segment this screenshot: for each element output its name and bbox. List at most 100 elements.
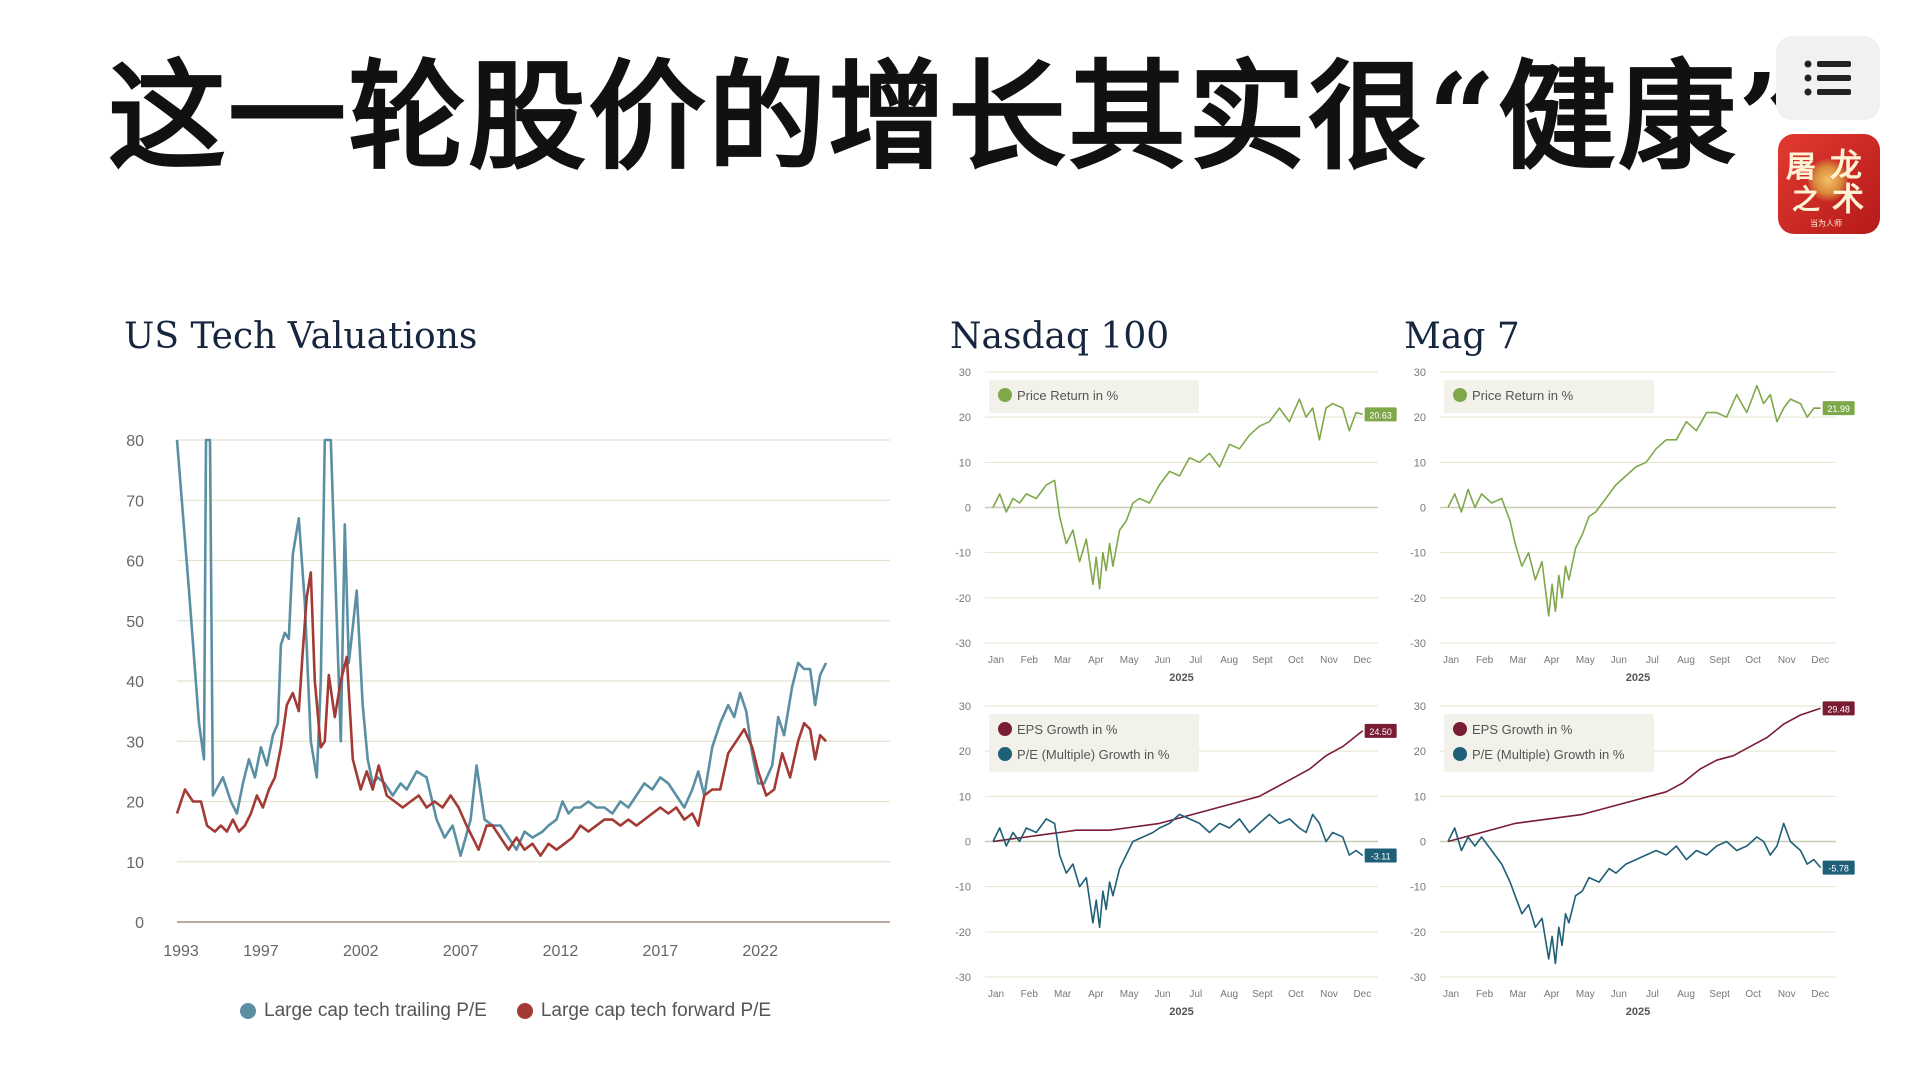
end-value-tag (1822, 401, 1855, 416)
y-tick-label: -30 (1410, 972, 1426, 984)
legend-box (989, 714, 1199, 772)
x-tick-label: Oct (1745, 989, 1761, 1000)
end-value-label: 29.48 (1827, 704, 1850, 714)
x-tick-label: Jan (988, 989, 1004, 1000)
end-value-tag (1822, 701, 1855, 716)
logo-char-1: 屠 (1786, 150, 1816, 185)
x-tick-label: Dec (1811, 989, 1829, 1000)
y-tick-label: 60 (126, 554, 144, 571)
x-tick-label: Nov (1320, 655, 1338, 666)
y-tick-label: -10 (955, 548, 971, 560)
x-tick-label: Feb (1021, 655, 1039, 666)
y-tick-label: 50 (126, 614, 144, 631)
logo-char-4: 术 (1832, 180, 1865, 218)
logo-char-3: 之 (1792, 183, 1821, 216)
y-tick-label: -20 (1410, 927, 1426, 939)
legend-label: P/E (Multiple) Growth in % (1472, 747, 1625, 762)
mag-7-title: Mag 7 (1404, 316, 1520, 357)
legend-label: EPS Growth in % (1017, 722, 1118, 737)
menu-button[interactable] (1776, 36, 1880, 120)
end-value-tag (1364, 407, 1397, 422)
legend-dot (998, 388, 1012, 402)
y-tick-label: 10 (959, 791, 971, 803)
y-tick-label: 10 (959, 457, 971, 469)
legend-dot (998, 722, 1012, 736)
x-tick-label: Jan (1443, 989, 1459, 1000)
x-tick-label: Nov (1778, 655, 1796, 666)
end-value-label: 20.63 (1369, 410, 1392, 420)
y-tick-label: 30 (1414, 367, 1426, 379)
x-tick-label: Mar (1054, 989, 1072, 1000)
us-tech-legend: Large cap tech trailing P/E Large cap te… (240, 1000, 771, 1022)
legend-dot-forward (516, 1003, 533, 1019)
x-tick-label: Jun (1154, 989, 1170, 1000)
x-tick-label: Jun (1611, 655, 1627, 666)
y-tick-label: 80 (126, 433, 144, 450)
x-tick-label: Jul (1189, 655, 1202, 666)
us-tech-valuations-title: US Tech Valuations (124, 316, 478, 357)
x-tick-label: Sept (1252, 655, 1273, 666)
y-tick-label: 20 (126, 795, 144, 812)
y-tick-label: 0 (1420, 503, 1426, 515)
x-tick-label: Jun (1154, 655, 1170, 666)
x-tick-label: 2007 (443, 943, 479, 960)
y-tick-label: -30 (955, 972, 971, 984)
x-tick-label: Mar (1054, 655, 1072, 666)
x-tick-label: Jun (1611, 989, 1627, 1000)
end-value-tag (1364, 723, 1397, 738)
page-headline: 这一轮股价的增长其实很“健康” (108, 47, 1808, 186)
x-tick-label: Oct (1288, 655, 1304, 666)
x-tick-label: Dec (1811, 655, 1829, 666)
nasdaq-sub1-line-0 (992, 730, 1364, 843)
x-tick-label: May (1576, 989, 1595, 1000)
x-tick-label: Feb (1476, 655, 1494, 666)
x-tick-label: Apr (1088, 989, 1104, 1000)
x-tick-label: Sept (1709, 655, 1730, 666)
logo-caption: 当为人师 (1810, 219, 1842, 228)
legend-dot (1453, 388, 1467, 402)
y-tick-label: 0 (1420, 837, 1426, 849)
legend-label: P/E (Multiple) Growth in % (1017, 747, 1170, 762)
y-tick-label: 20 (959, 412, 971, 424)
x-tick-label: 2012 (543, 943, 579, 960)
y-tick-label: -30 (1410, 638, 1426, 650)
x-tick-label: Sept (1252, 989, 1273, 1000)
legend-box (1444, 380, 1654, 413)
y-tick-label: 10 (1414, 791, 1426, 803)
y-tick-label: 0 (135, 915, 144, 932)
legend-dot (998, 747, 1012, 761)
x-axis-year-label: 2025 (1169, 1006, 1193, 1018)
y-tick-label: 10 (126, 855, 144, 872)
x-tick-label: 1993 (163, 943, 199, 960)
brand-seal-logo[interactable]: 屠 龙 之 术 当为人师 (1778, 134, 1880, 234)
end-value-label: 21.99 (1827, 404, 1850, 414)
x-tick-label: Mar (1510, 989, 1528, 1000)
logo-char-2: 龙 (1830, 146, 1863, 184)
x-tick-label: Nov (1320, 989, 1338, 1000)
x-tick-label: May (1120, 655, 1139, 666)
x-tick-label: Nov (1778, 989, 1796, 1000)
x-tick-label: Jul (1189, 989, 1202, 1000)
end-value-label: -3.11 (1371, 852, 1391, 862)
legend-box (1444, 714, 1654, 772)
x-axis-year-label: 2025 (1626, 672, 1650, 684)
y-tick-label: -10 (955, 882, 971, 894)
mag7-sub0-line-0 (1447, 384, 1821, 617)
x-tick-label: Apr (1544, 989, 1560, 1000)
x-tick-label: Oct (1288, 989, 1304, 1000)
y-tick-label: -20 (955, 927, 971, 939)
x-tick-label: Apr (1544, 655, 1560, 666)
x-tick-label: Jul (1646, 989, 1659, 1000)
nasdaq-sub0-line-0 (992, 398, 1363, 590)
end-value-label: -5.78 (1828, 864, 1849, 874)
y-tick-label: 0 (965, 503, 971, 515)
x-tick-label: Feb (1021, 989, 1039, 1000)
legend-label-trailing: Large cap tech trailing P/E (264, 1000, 487, 1021)
series-line-trailing (175, 438, 828, 857)
end-value-label: 24.50 (1369, 727, 1392, 737)
y-tick-label: 30 (126, 734, 144, 751)
legend-label: Price Return in % (1017, 388, 1119, 403)
x-tick-label: Aug (1220, 989, 1238, 1000)
x-tick-label: Jan (988, 655, 1004, 666)
